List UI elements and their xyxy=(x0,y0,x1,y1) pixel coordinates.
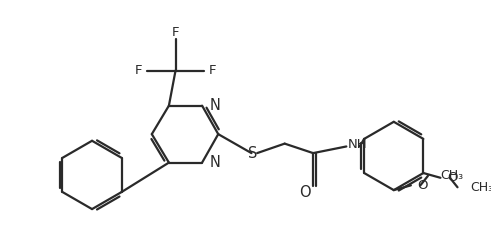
Text: F: F xyxy=(209,64,217,77)
Text: F: F xyxy=(172,26,179,39)
Text: O: O xyxy=(300,185,311,200)
Text: NH: NH xyxy=(348,138,368,151)
Text: CH₃: CH₃ xyxy=(440,169,464,182)
Text: O: O xyxy=(447,171,458,184)
Text: F: F xyxy=(135,64,142,77)
Text: S: S xyxy=(247,146,257,161)
Text: N: N xyxy=(210,98,220,113)
Text: N: N xyxy=(210,155,220,170)
Text: CH₃: CH₃ xyxy=(470,181,491,194)
Text: O: O xyxy=(417,179,428,192)
